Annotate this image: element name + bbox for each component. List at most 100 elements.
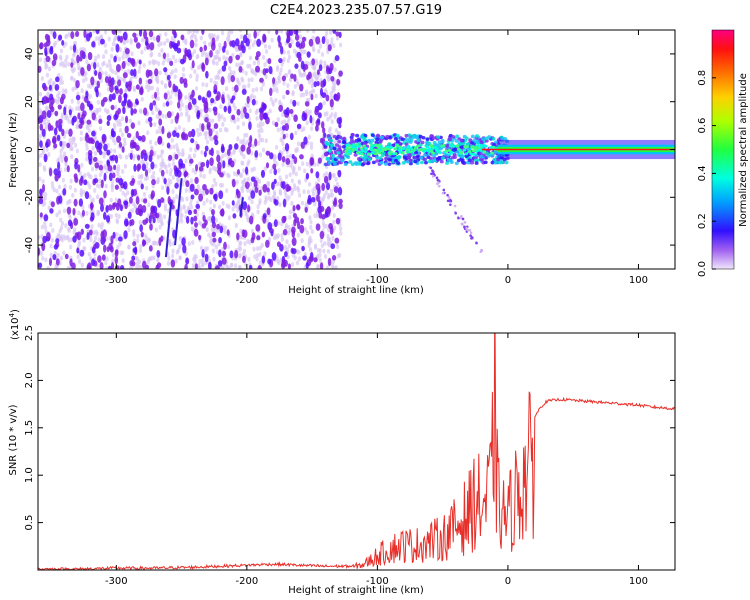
noise-point-light — [175, 143, 179, 148]
noise-point — [135, 144, 140, 151]
noise-point-light — [135, 256, 140, 262]
noise-point — [106, 120, 110, 126]
noise-point-light — [203, 40, 207, 46]
noise-point-light — [107, 36, 111, 42]
noise-point-light — [143, 46, 147, 51]
noise-point-light — [273, 191, 277, 197]
noise-point — [234, 38, 240, 47]
noise-point-light — [292, 166, 296, 171]
noise-point-light — [101, 61, 105, 67]
noise-point-light — [229, 262, 234, 268]
noise-point-light — [199, 245, 204, 251]
noise-point-light — [79, 192, 84, 198]
noise-point — [44, 33, 49, 41]
noise-point — [221, 65, 227, 72]
noise-point — [130, 69, 134, 76]
signal-point — [387, 142, 392, 146]
noise-point — [216, 154, 221, 163]
noise-point-light — [330, 119, 334, 124]
noise-point-light — [288, 209, 293, 215]
noise-point — [45, 55, 51, 63]
noise-point-light — [85, 125, 89, 130]
noise-point-light — [208, 32, 212, 38]
noise-point-light — [217, 114, 221, 120]
noise-point — [227, 105, 232, 115]
noise-point-light — [317, 48, 321, 54]
noise-point — [310, 196, 316, 203]
noise-point — [179, 76, 184, 84]
noise-point-light — [199, 173, 203, 178]
noise-point-light — [113, 148, 117, 154]
noise-point-light — [287, 230, 291, 236]
noise-point-light — [87, 251, 91, 257]
noise-point-light — [250, 93, 254, 99]
noise-point — [278, 104, 284, 112]
noise-point — [254, 186, 259, 194]
noise-point-light — [284, 72, 289, 78]
noise-point — [141, 239, 146, 247]
noise-point-light — [184, 188, 189, 193]
noise-point — [197, 95, 202, 101]
noise-point — [211, 231, 217, 238]
noise-point — [310, 168, 314, 174]
noise-point-light — [89, 174, 93, 180]
noise-point — [190, 216, 194, 225]
noise-point-light — [254, 110, 258, 116]
noise-point — [179, 58, 185, 65]
noise-point — [130, 107, 134, 116]
noise-point-light — [228, 66, 232, 71]
noise-point — [246, 146, 251, 155]
noise-point — [129, 142, 134, 149]
noise-point — [323, 132, 327, 138]
noise-point — [149, 42, 155, 51]
signal-point — [467, 158, 472, 162]
signal-core-point — [473, 147, 478, 151]
noise-point-light — [152, 36, 157, 42]
noise-point — [58, 123, 63, 132]
noise-point — [143, 107, 148, 116]
noise-point — [117, 236, 123, 242]
noise-point — [117, 198, 122, 207]
noise-point-light — [85, 156, 89, 162]
signal-point — [348, 160, 353, 164]
noise-point — [314, 108, 319, 116]
noise-point — [131, 178, 136, 184]
noise-point — [243, 106, 247, 115]
noise-point — [172, 30, 177, 36]
noise-point-light — [127, 227, 131, 233]
noise-point-light — [67, 199, 71, 205]
noise-point — [318, 200, 322, 209]
noise-point — [266, 187, 270, 193]
noise-point-light — [205, 197, 209, 203]
noise-point — [90, 212, 95, 221]
noise-point — [82, 110, 87, 118]
noise-point — [204, 253, 209, 263]
noise-point — [139, 86, 144, 94]
colorbar-gradient — [711, 29, 735, 270]
noise-point — [169, 60, 174, 67]
noise-point-light — [306, 189, 311, 195]
noise-point-light — [243, 241, 247, 247]
noise-point-light — [318, 60, 323, 66]
noise-point-light — [227, 173, 231, 179]
noise-point-light — [246, 176, 250, 182]
signal-core-point — [462, 148, 467, 152]
noise-point-light — [116, 75, 120, 81]
noise-point — [78, 56, 83, 62]
signal-core-point — [434, 148, 439, 152]
noise-point — [184, 170, 188, 178]
noise-point-light — [43, 225, 47, 230]
noise-point-light — [282, 146, 286, 152]
noise-point — [291, 248, 297, 255]
noise-point-light — [260, 128, 264, 134]
noise-point-light — [189, 73, 193, 79]
noise-point — [129, 196, 133, 204]
noise-point — [59, 140, 63, 147]
noise-point — [226, 229, 230, 236]
noise-point-light — [80, 162, 84, 168]
noise-point — [62, 188, 67, 196]
noise-point — [241, 88, 247, 95]
noise-point — [70, 62, 74, 68]
noise-point — [147, 78, 153, 85]
noise-point — [149, 149, 154, 157]
